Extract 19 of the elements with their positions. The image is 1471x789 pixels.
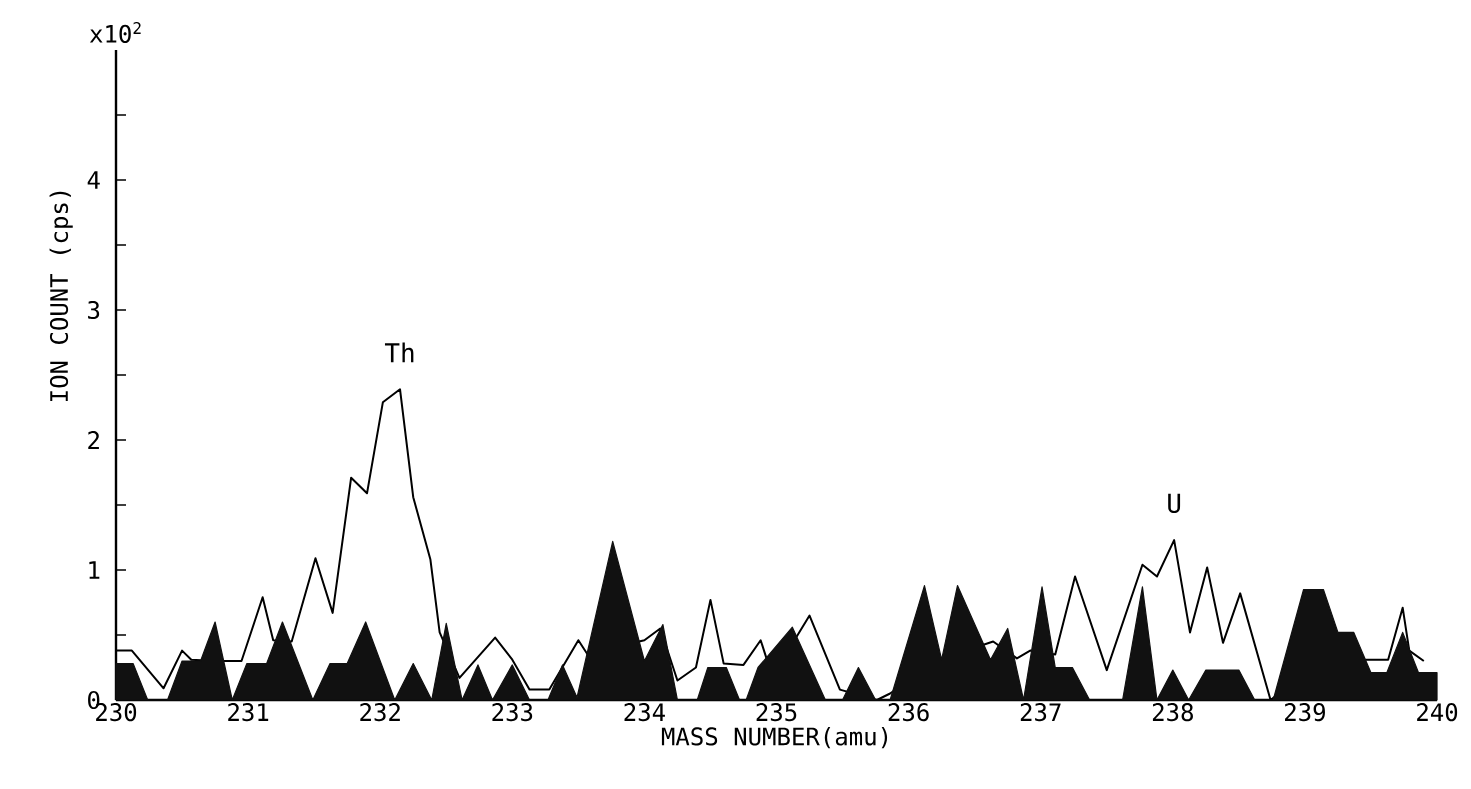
x-tick-label: 231 — [228, 703, 269, 722]
text: x10$^{2}$ — [89, 22, 141, 43]
x-tick-label: 233 — [492, 703, 533, 722]
y-axis-title: ION COUNT (cps) — [49, 191, 73, 402]
annotation: Th — [384, 342, 414, 363]
x-tick-label: 240 — [1417, 703, 1458, 722]
x-axis-title: MASS NUMBER(amu) — [661, 726, 888, 749]
x-tick-label: 234 — [624, 703, 665, 722]
x-tick-label: 238 — [1152, 703, 1193, 722]
annotation: U — [1168, 493, 1181, 514]
x-tick-label: 232 — [360, 703, 400, 722]
x-tick-label: 237 — [1020, 703, 1061, 722]
x-tick-label: 239 — [1285, 703, 1325, 722]
y-tick-label: 1 — [89, 561, 100, 579]
y-tick-label: 2 — [88, 431, 99, 449]
y-tick-label: 4 — [87, 171, 100, 189]
x-tick-label: 236 — [888, 703, 929, 722]
x-tick-label: 235 — [756, 703, 797, 722]
y-tick-label: 3 — [88, 300, 100, 320]
